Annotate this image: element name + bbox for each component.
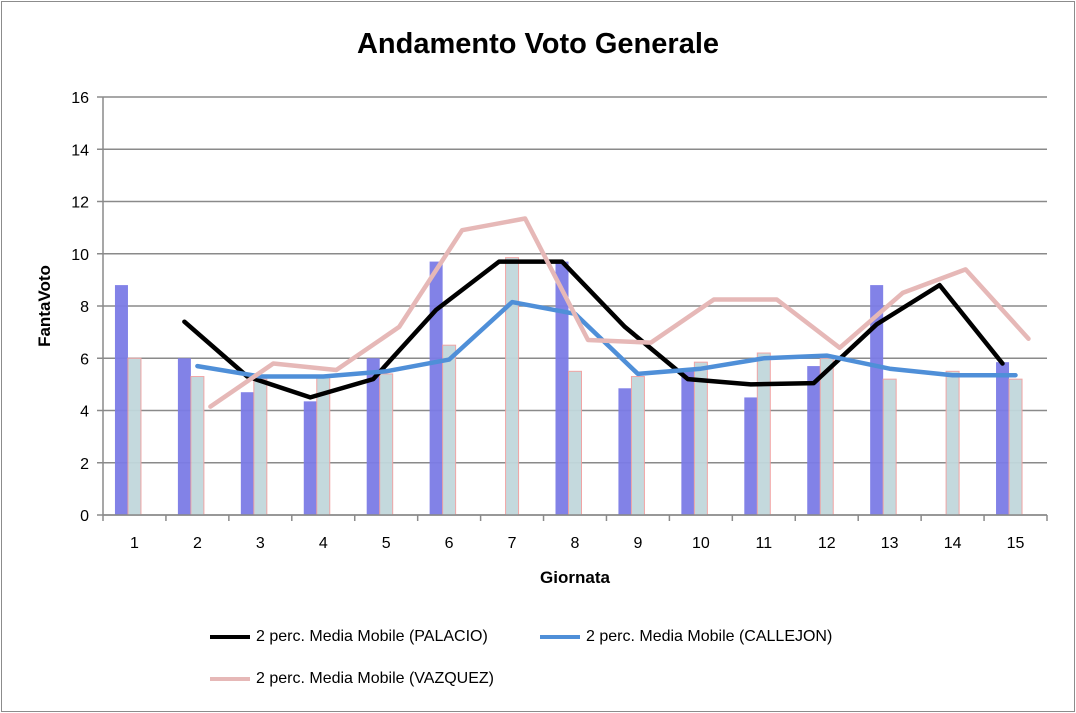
bar-palacio — [870, 285, 884, 515]
y-tick-label: 0 — [80, 508, 89, 525]
x-tick-label: 9 — [633, 535, 642, 552]
bar-callejon — [442, 344, 457, 516]
x-tick-label: 7 — [508, 535, 517, 552]
legend-label: 2 perc. Media Mobile (VAZQUEZ) — [256, 670, 494, 687]
bar-palacio — [177, 358, 191, 515]
bar-callejon — [253, 378, 268, 516]
bar-callejon — [379, 373, 394, 516]
chart-title: Andamento Voto Generale — [356, 28, 720, 60]
bar-callejon — [316, 376, 331, 516]
bar-callejon — [1008, 378, 1023, 516]
line-series — [208, 216, 1031, 409]
x-tick-label: 1 — [130, 535, 139, 552]
bar-callejon — [693, 361, 708, 516]
line-series — [182, 259, 1005, 400]
bar-palacio — [996, 362, 1010, 515]
x-tick-label: 4 — [319, 535, 328, 552]
bar-palacio — [744, 397, 758, 515]
legend-swatch — [540, 635, 580, 639]
y-axis-title: FantaVoto — [35, 265, 54, 347]
bar-callejon — [568, 370, 582, 516]
bar-palacio — [618, 388, 632, 515]
legend-label: 2 perc. Media Mobile (PALACIO) — [256, 628, 488, 645]
bar-callejon — [882, 378, 897, 516]
legend-item-callejon: 2 perc. Media Mobile (CALLEJON) — [540, 628, 832, 646]
x-tick-label: 5 — [382, 535, 391, 552]
bar-callejon — [630, 376, 645, 516]
x-tick-label: 10 — [692, 535, 710, 552]
y-tick-label: 6 — [80, 351, 89, 368]
bar-callejon — [505, 257, 520, 516]
bar-palacio — [303, 401, 317, 515]
bar-palacio — [240, 392, 254, 515]
x-axis-title: Giornata — [540, 568, 610, 587]
legend-item-palacio: 2 perc. Media Mobile (PALACIO) — [210, 628, 488, 646]
bar-palacio — [366, 358, 380, 515]
bar-callejon — [945, 370, 960, 516]
bar-callejon — [190, 376, 205, 516]
x-tick-label: 6 — [445, 535, 454, 552]
line-series — [195, 299, 1018, 379]
bar-palacio — [555, 261, 569, 515]
x-tick-label: 12 — [818, 535, 836, 552]
y-tick-label: 16 — [71, 90, 89, 107]
legend-label: 2 perc. Media Mobile (CALLEJON) — [586, 628, 833, 645]
bar-callejon — [127, 357, 142, 516]
x-tick-label: 11 — [755, 535, 772, 552]
bar-callejon — [819, 357, 834, 516]
bar-palacio — [429, 261, 443, 515]
bar-callejon — [756, 352, 771, 516]
x-tick-label: 14 — [944, 535, 962, 552]
bar-palacio — [807, 366, 821, 515]
x-tick-label: 2 — [193, 535, 202, 552]
x-tick-label: 15 — [1007, 535, 1025, 552]
y-tick-label: 14 — [71, 142, 89, 159]
y-tick-label: 4 — [80, 404, 89, 421]
bar-palacio — [114, 285, 128, 515]
y-tick-label: 12 — [71, 195, 89, 212]
x-tick-label: 8 — [571, 535, 580, 552]
legend-swatch — [210, 677, 250, 681]
legend-swatch — [210, 635, 250, 639]
bar-palacio — [681, 368, 695, 515]
legend-item-vazquez: 2 perc. Media Mobile (VAZQUEZ) — [210, 670, 494, 688]
y-tick-label: 8 — [80, 299, 89, 316]
y-tick-label: 2 — [80, 456, 89, 473]
x-tick-label: 3 — [256, 535, 265, 552]
x-tick-label: 13 — [881, 535, 899, 552]
y-tick-label: 10 — [71, 247, 89, 264]
